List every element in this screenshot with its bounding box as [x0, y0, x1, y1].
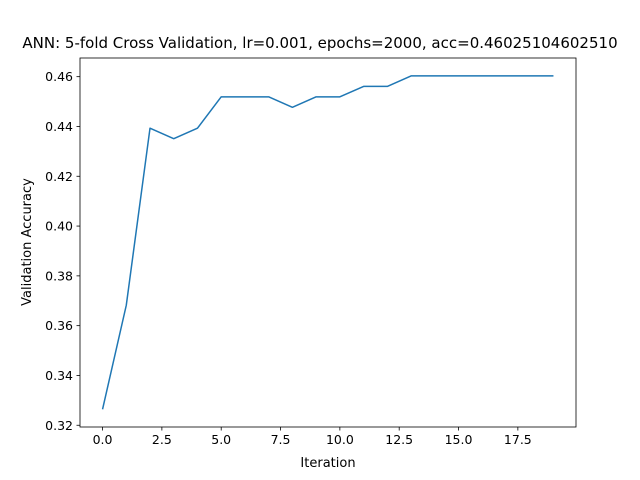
x-tick-label: 5.0 — [211, 432, 231, 447]
axes-frame — [79, 57, 577, 428]
y-tick-label: 0.36 — [45, 318, 73, 333]
x-tick-label: 0.0 — [93, 432, 113, 447]
x-tick-label: 12.5 — [385, 432, 413, 447]
x-tick-label: 15.0 — [445, 432, 473, 447]
x-tick-label: 2.5 — [152, 432, 172, 447]
series-line — [101, 75, 554, 410]
x-axis-label: Iteration — [300, 456, 355, 471]
x-tick-label: 10.0 — [326, 432, 354, 447]
chart-title: ANN: 5-fold Cross Validation, lr=0.001, … — [22, 34, 617, 52]
x-tick-label: 7.5 — [271, 432, 291, 447]
y-tick-label: 0.44 — [45, 119, 73, 134]
y-axis-label: Validation Accuracy — [20, 178, 35, 306]
plot-area: 0.0 2.5 5.0 7.5 10.0 12.5 15.0 17.5 0.32 0.34 0.36… — [45, 57, 577, 447]
y-tick-label: 0.40 — [45, 219, 73, 234]
y-tick-label: 0.34 — [45, 368, 73, 383]
y-tick-label: 0.32 — [45, 418, 73, 433]
y-tick-label: 0.46 — [45, 69, 73, 84]
y-tick-label: 0.38 — [45, 268, 73, 283]
x-tick-label: 17.5 — [504, 432, 532, 447]
y-tick-label: 0.42 — [45, 169, 73, 184]
